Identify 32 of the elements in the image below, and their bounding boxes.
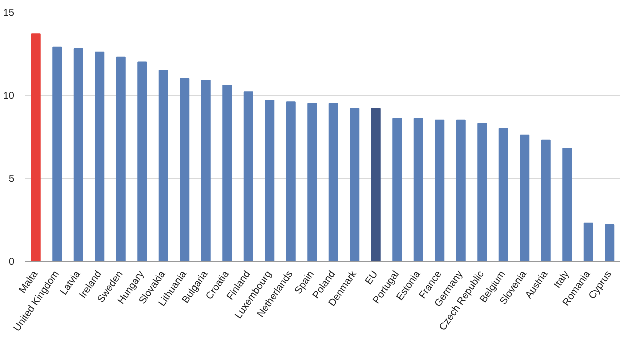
bar xyxy=(116,56,126,262)
bar xyxy=(286,102,296,262)
bar xyxy=(541,140,551,262)
bar xyxy=(52,46,62,262)
bar xyxy=(201,80,211,262)
bar xyxy=(138,62,148,262)
bar xyxy=(392,118,402,262)
bar xyxy=(520,134,530,262)
bar xyxy=(222,85,232,262)
bar xyxy=(350,108,360,262)
bar xyxy=(371,108,381,262)
bar xyxy=(308,103,318,262)
bar xyxy=(435,120,445,262)
bar xyxy=(244,92,254,262)
y-tick-label: 0 xyxy=(8,257,15,268)
y-tick-label: 5 xyxy=(8,174,15,185)
bar xyxy=(562,148,572,262)
bar xyxy=(158,70,168,262)
bar xyxy=(498,128,508,262)
bar xyxy=(584,222,594,262)
bar xyxy=(328,103,338,262)
bar xyxy=(456,120,466,262)
bar xyxy=(95,52,105,262)
bar xyxy=(180,78,190,262)
bar xyxy=(74,48,84,262)
bar xyxy=(31,34,41,262)
bar xyxy=(265,100,275,262)
bar xyxy=(414,118,424,262)
y-tick-label: 15 xyxy=(3,8,15,19)
bar xyxy=(605,224,615,262)
y-tick-label: 10 xyxy=(3,91,15,102)
bar xyxy=(478,123,488,262)
